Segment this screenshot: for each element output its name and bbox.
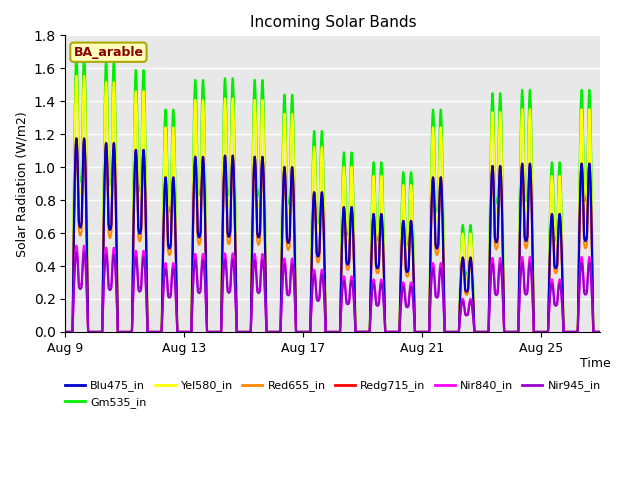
Legend: Blu475_in, Gm535_in, Yel580_in, Red655_in, Redg715_in, Nir840_in, Nir945_in: Blu475_in, Gm535_in, Yel580_in, Red655_i…: [60, 376, 605, 412]
Title: Incoming Solar Bands: Incoming Solar Bands: [250, 15, 416, 30]
Y-axis label: Solar Radiation (W/m2): Solar Radiation (W/m2): [15, 111, 28, 256]
Text: BA_arable: BA_arable: [74, 46, 143, 59]
X-axis label: Time: Time: [580, 358, 611, 371]
